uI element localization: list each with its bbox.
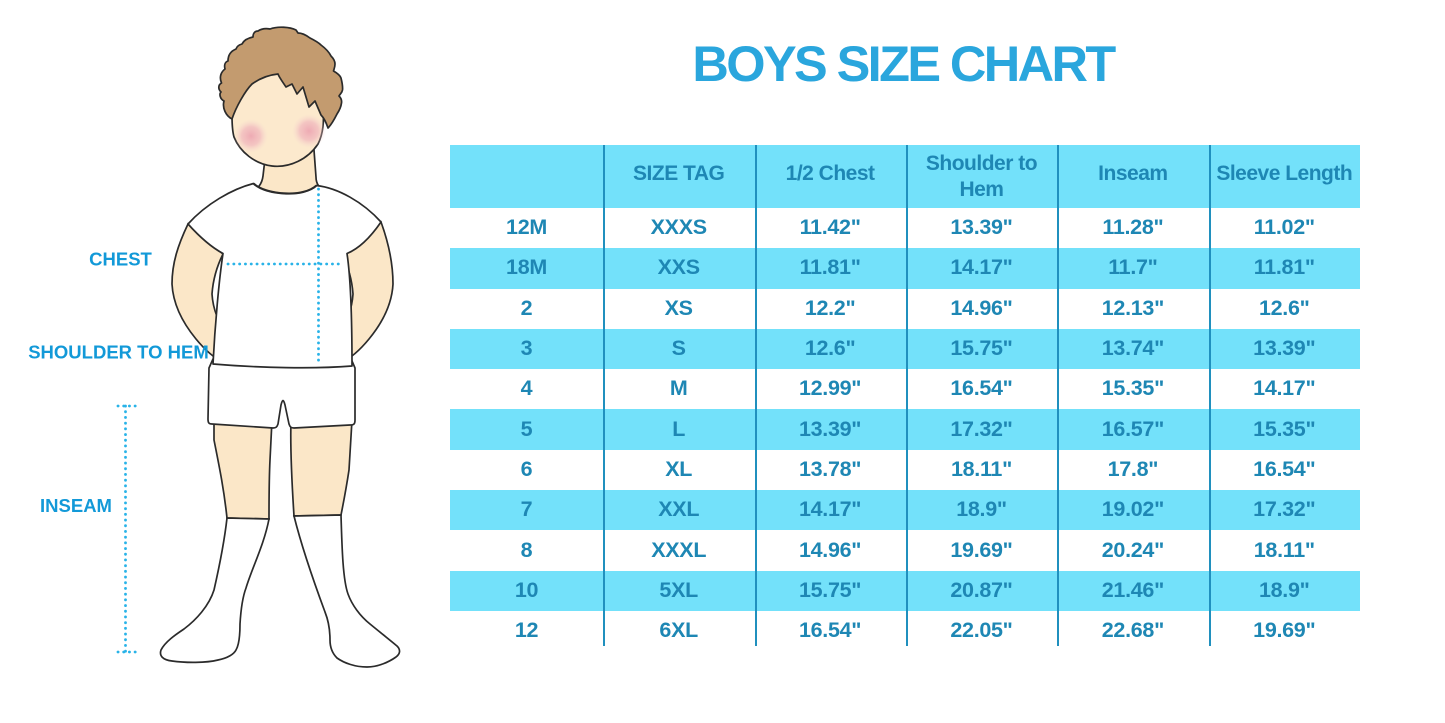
svg-text:INSEAM: INSEAM [40,495,112,516]
svg-text:CHEST: CHEST [89,249,152,270]
svg-text:SHOULDER TO HEM: SHOULDER TO HEM [28,342,209,363]
